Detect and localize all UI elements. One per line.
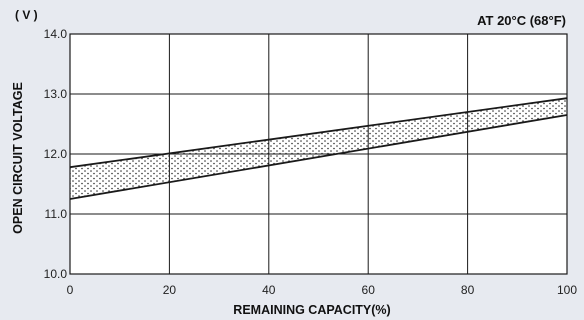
y-tick-labels: 10.0 11.0 12.0 13.0 14.0 — [44, 27, 68, 281]
temperature-note: AT 20°C (68°F) — [477, 13, 566, 28]
x-tick-labels: 0 20 40 60 80 100 — [67, 283, 578, 297]
y-unit-label: ( V ) — [15, 8, 38, 22]
voltage-band-lower-line — [69, 114, 568, 200]
y-tick-label-0: 10.0 — [44, 267, 68, 281]
y-tick-label-4: 14.0 — [44, 27, 68, 41]
x-axis-title: REMAINING CAPACITY(%) — [233, 303, 390, 317]
y-axis-title: OPEN CIRCUIT VOLTAGE — [11, 82, 25, 234]
x-tick-label-2: 40 — [262, 283, 276, 297]
x-tick-label-3: 60 — [362, 283, 376, 297]
y-tick-label-1: 11.0 — [45, 207, 68, 221]
voltage-band-fill — [70, 98, 567, 199]
y-tick-label-3: 13.0 — [44, 87, 68, 101]
plot-frame — [69, 33, 568, 275]
x-tick-label-1: 20 — [163, 283, 177, 297]
x-tick-label-0: 0 — [67, 283, 74, 297]
voltage-band-upper-line — [69, 97, 568, 169]
x-tick-label-4: 80 — [461, 283, 475, 297]
x-tick-label-5: 100 — [557, 283, 577, 297]
y-tick-label-2: 12.0 — [44, 147, 68, 161]
